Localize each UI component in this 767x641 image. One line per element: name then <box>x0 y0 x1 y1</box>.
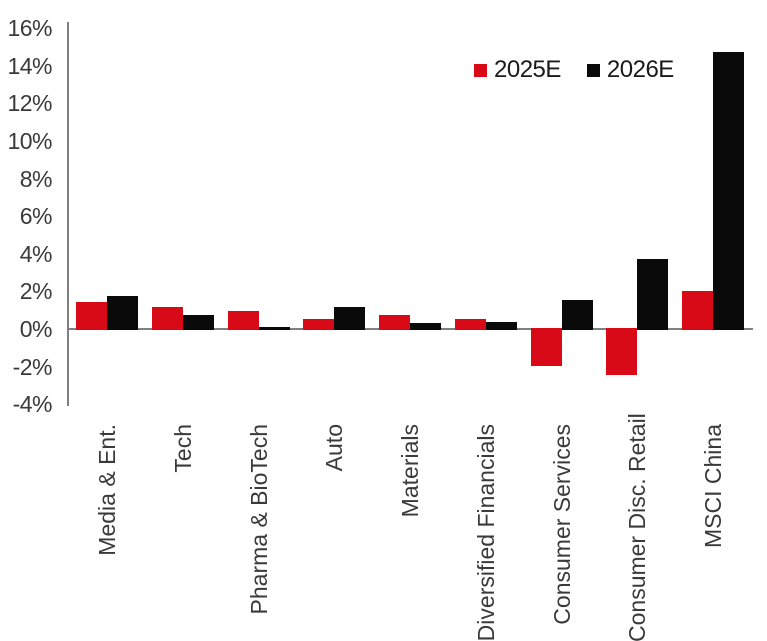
legend-item-2025e: 2025E <box>474 57 561 83</box>
legend-swatch-2025e <box>474 63 487 77</box>
bar-2026e-consumer-services <box>561 299 593 330</box>
bar-2025e-materials <box>379 314 410 330</box>
bar-2026e-msci-china <box>713 51 744 330</box>
y-axis-tick-label: 0% <box>19 316 53 342</box>
x-axis-label-media-ent: Media & Ent. <box>94 424 120 556</box>
legend-swatch-2026e <box>586 63 600 77</box>
x-axis-label-msci-china: MSCI China <box>700 424 726 548</box>
legend-label-2025e: 2025E <box>494 56 561 83</box>
y-axis-tick-label: 16% <box>7 15 52 42</box>
y-axis-tick-label: -2% <box>12 353 53 380</box>
x-axis-label-diversified-financials: Diversified Financials <box>472 424 499 641</box>
y-axis-tick-label: 6% <box>19 203 53 230</box>
bar-2026e-diversified-financials <box>485 322 517 330</box>
bar-2025e-consumer-services <box>530 328 562 366</box>
x-axis-label-tech: Tech <box>169 424 196 473</box>
bar-2025e-msci-china <box>682 290 713 330</box>
bar-2025e-consumer-disc-retail <box>606 328 638 375</box>
y-axis-tick-label: 8% <box>19 165 53 192</box>
bar-2026e-media-ent <box>107 296 138 330</box>
y-axis-tick-label: -4% <box>12 391 53 418</box>
y-axis-tick-label: 12% <box>7 90 52 117</box>
y-axis-tick-label: 2% <box>19 278 53 305</box>
chart-legend: 2025E 2026E <box>474 57 674 83</box>
x-axis-label-auto: Auto <box>321 424 348 472</box>
legend-label-2026e: 2026E <box>606 56 674 83</box>
legend-item-2026e: 2026E <box>586 56 674 83</box>
bar-2026e-consumer-disc-retail <box>637 258 669 330</box>
y-axis-tick-label: 14% <box>7 52 52 79</box>
x-axis-label-materials: Materials <box>397 424 423 518</box>
x-axis-label-consumer-services: Consumer Services <box>548 424 575 625</box>
bar-2025e-diversified-financials <box>454 318 486 330</box>
bar-2026e-auto <box>334 307 366 330</box>
x-axis-label-consumer-disc-retail: Consumer Disc. Retail <box>624 413 651 641</box>
bar-2025e-pharma-biotech <box>227 311 259 330</box>
bar-2025e-tech <box>151 307 183 330</box>
x-axis-label-pharma-biotech: Pharma & BioTech <box>245 424 272 615</box>
bar-2026e-materials <box>410 323 441 330</box>
y-axis-line <box>67 22 69 406</box>
bar-2026e-tech <box>182 314 214 330</box>
bar-2025e-auto <box>303 318 335 330</box>
y-axis-tick-label: 4% <box>19 240 53 267</box>
bar-2025e-media-ent <box>76 301 107 330</box>
y-axis-tick-label: 10% <box>7 128 52 154</box>
bar-2026e-pharma-biotech <box>258 327 290 330</box>
